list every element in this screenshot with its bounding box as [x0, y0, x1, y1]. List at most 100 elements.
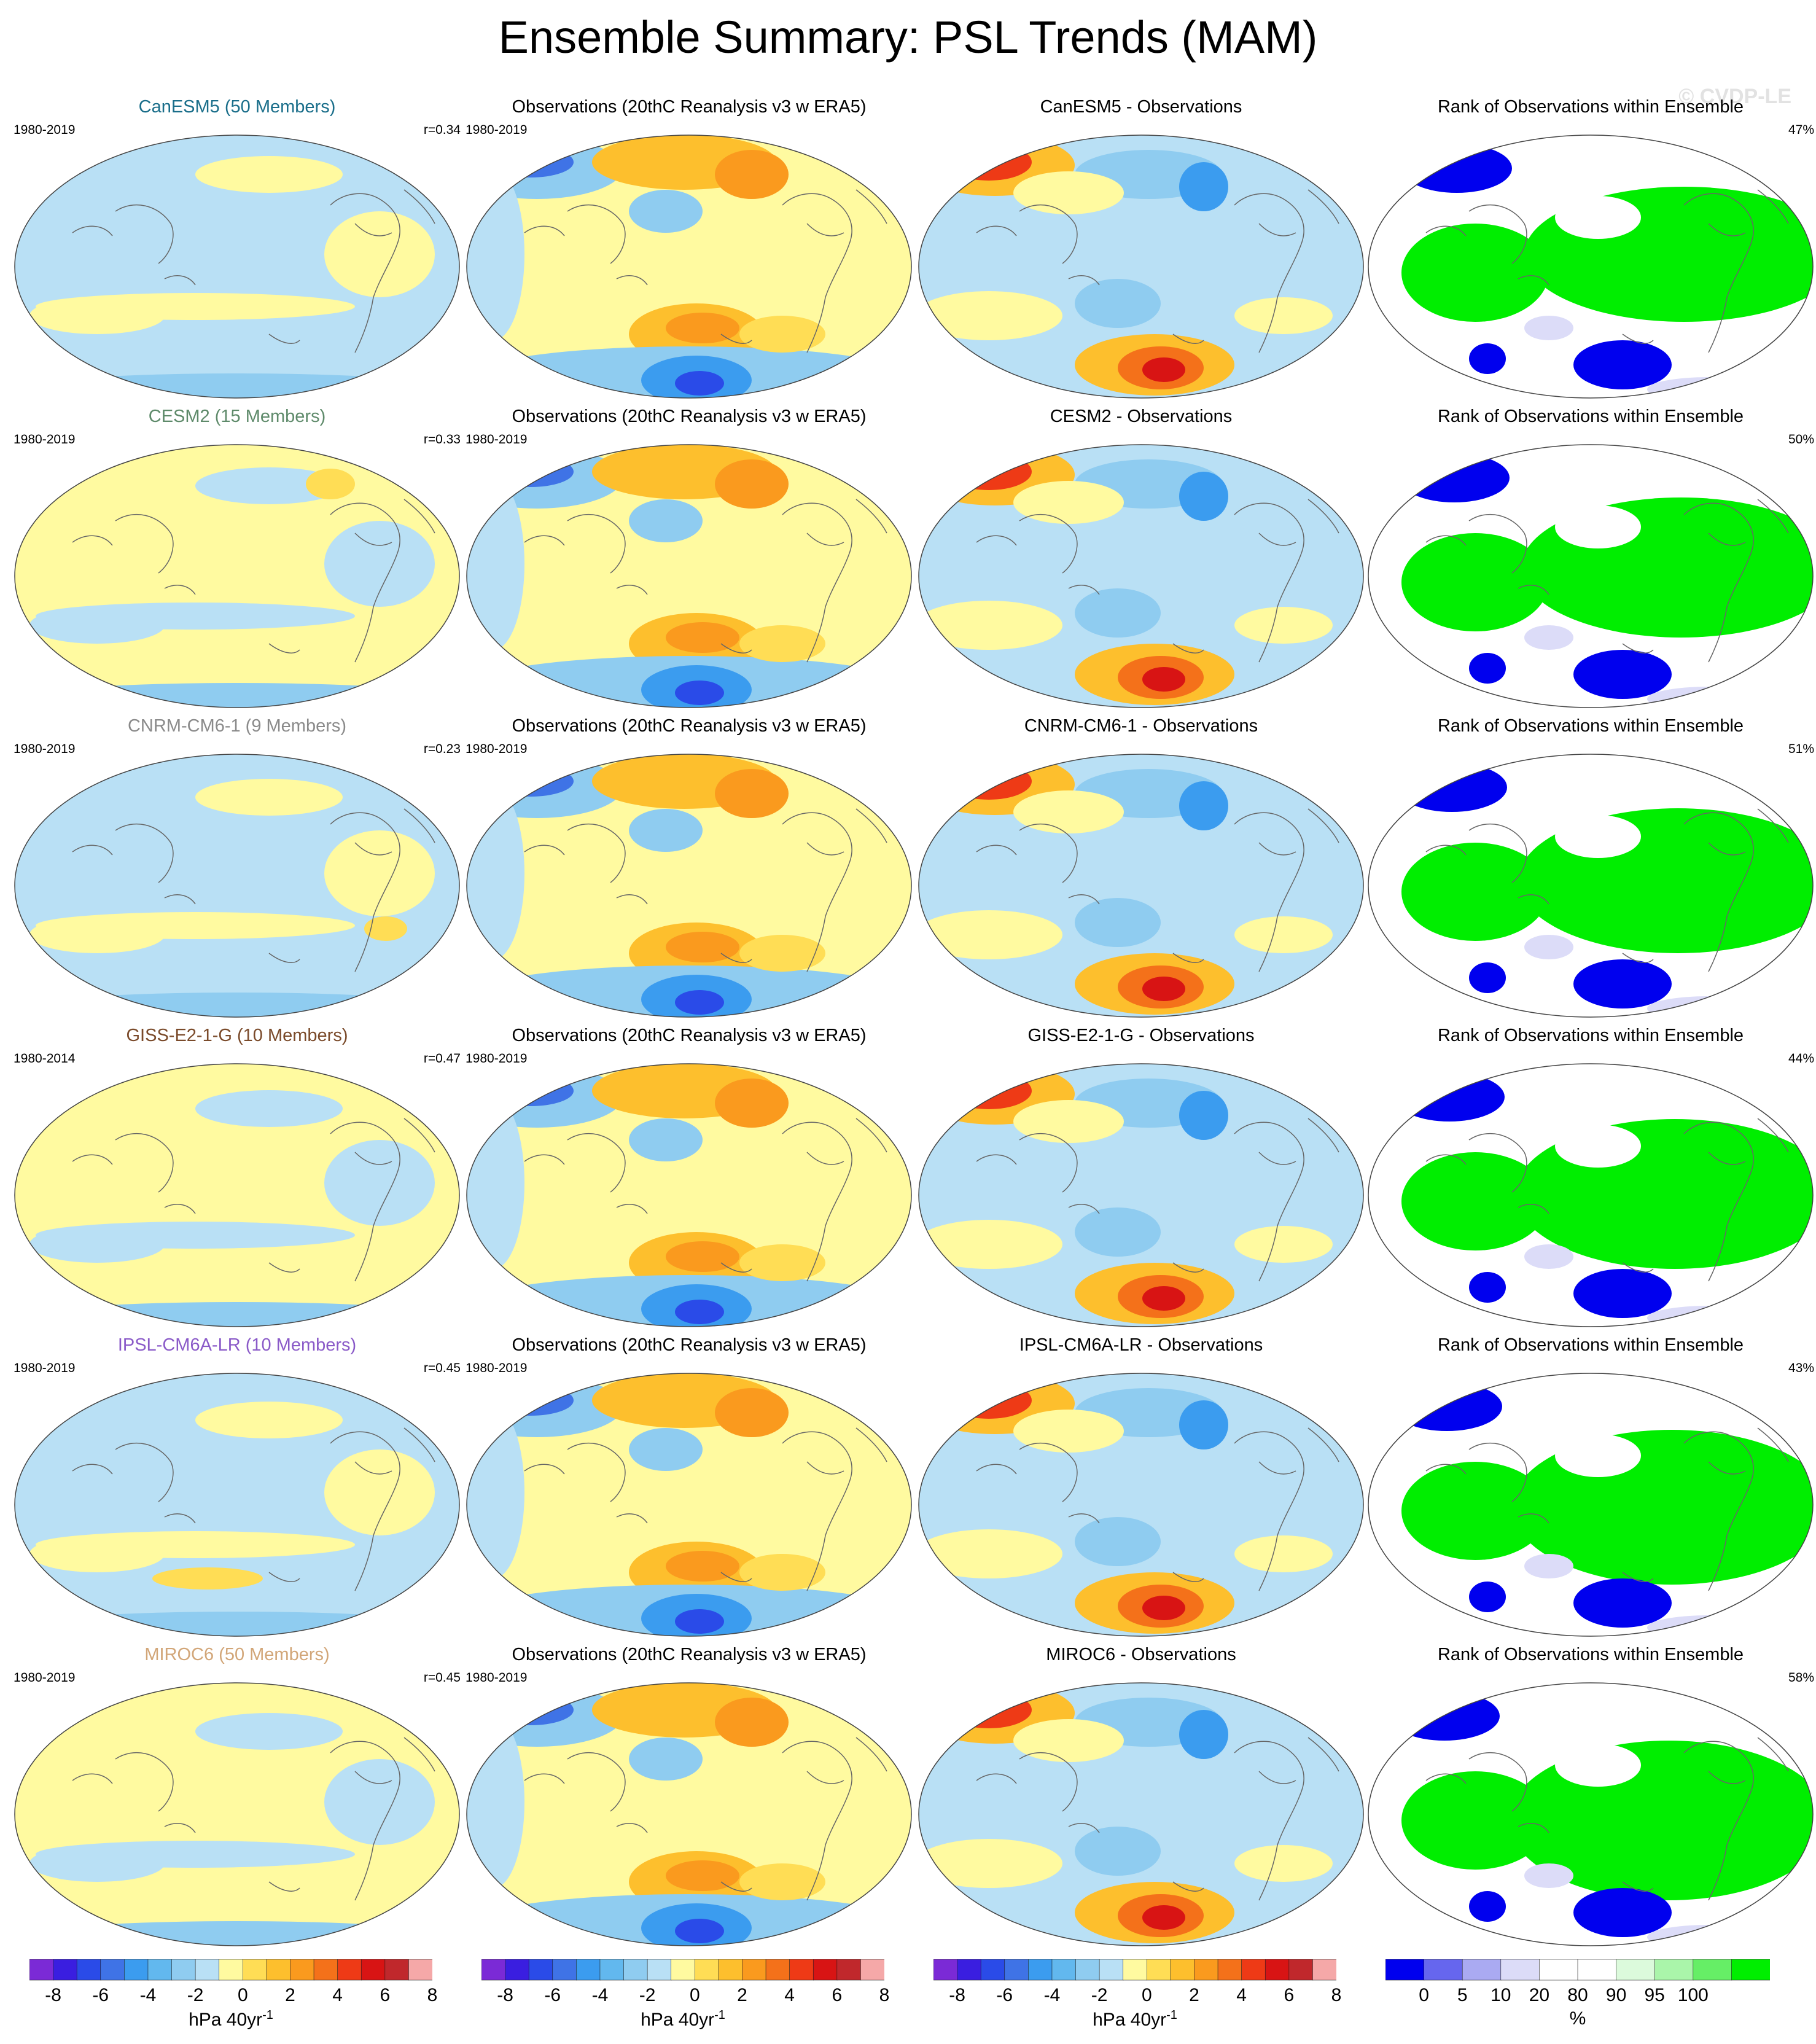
obs-field-blob: [666, 1551, 739, 1582]
coastline-6: [403, 189, 435, 224]
obs-panel-title: Observations (20thC Reanalysis v3 w ERA5…: [512, 407, 867, 426]
obs-field-blob: [739, 625, 825, 662]
obs-panel-row-3: Observations (20thC Reanalysis v3 w ERA5…: [463, 716, 915, 1026]
obs-panel-title: Observations (20thC Reanalysis v3 w ERA5…: [512, 1026, 867, 1045]
diff-map: [915, 751, 1367, 1021]
rank-field-blob: [1524, 1244, 1573, 1269]
rank-percent-label: 58%: [1788, 1671, 1814, 1685]
obs-field-blob: [739, 1244, 825, 1281]
model-field-blob: [16, 1302, 458, 1327]
rank-colorbar-swatch: [1385, 1959, 1425, 1981]
rank-panel-row-5: Rank of Observations within Ensemble 43%: [1365, 1335, 1816, 1645]
model-field-blob: [29, 916, 165, 953]
diff-field-blob: [1142, 1905, 1185, 1930]
trend-colorbar-swatch: [1312, 1959, 1336, 1981]
diff-panel-title: CESM2 - Observations: [1050, 407, 1233, 426]
diff-panel-row-5: IPSL-CM6A-LR - Observations: [915, 1335, 1367, 1645]
trend-colorbar-unit-label: hPa 40yr-1: [641, 2008, 725, 2030]
period-label: 1980-2019: [466, 432, 528, 447]
coastline-0: [1683, 1121, 1754, 1282]
period-label: 1980-2019: [14, 432, 76, 447]
rank-field-blob: [1555, 505, 1641, 548]
trend-colorbar-swatch: [718, 1959, 743, 1981]
coastline-1: [806, 1152, 844, 1165]
model-panel-title: MIROC6 (50 Members): [144, 1645, 330, 1664]
coastline-2: [1468, 1133, 1527, 1193]
globe-outline: [1368, 444, 1814, 708]
model-field-blob: [16, 683, 458, 708]
trend-colorbar-tick-label: -4: [139, 1985, 157, 2005]
rank-field-blob: [1401, 1462, 1549, 1560]
diff-field-blob: [919, 1220, 1062, 1269]
period-label: 1980-2019: [14, 742, 76, 756]
coastline-2: [1019, 1442, 1078, 1502]
coastline-2: [115, 823, 174, 883]
coastline-0: [330, 1431, 400, 1591]
trend-colorbar-tick-label: 2: [285, 1985, 295, 2005]
trend-colorbar-unit-label: hPa 40yr-1: [1093, 2008, 1177, 2030]
diff-panel-row-6: MIROC6 - Observations: [915, 1645, 1367, 1955]
obs-panel-row-6: Observations (20thC Reanalysis v3 w ERA5…: [463, 1645, 915, 1955]
coastline-5: [616, 894, 648, 905]
coastline-4: [1172, 953, 1204, 963]
obs-map: [463, 1060, 915, 1330]
diff-field-blob: [1234, 607, 1333, 644]
coastline-5: [1518, 1513, 1549, 1524]
rank-field-blob: [1524, 1554, 1573, 1578]
diff-field-blob: [1179, 162, 1228, 211]
coastline-1: [1708, 1461, 1746, 1475]
coastline-3: [72, 1464, 113, 1475]
coastline-0: [330, 502, 400, 663]
rank-percent-label: 43%: [1788, 1361, 1814, 1375]
diff-field-blob: [919, 910, 1062, 959]
globe-outline: [466, 754, 912, 1018]
trend-colorbar-swatch: [219, 1959, 244, 1981]
coastline-3: [1425, 1773, 1467, 1784]
coastline-2: [115, 1133, 174, 1193]
globe-outline: [918, 1373, 1364, 1637]
model-field-blob: [152, 1567, 263, 1590]
trend-colorbar-tick-label: 2: [1189, 1985, 1199, 2005]
coastline-6: [1757, 1737, 1789, 1772]
model-field-blob: [324, 1140, 435, 1226]
trend-colorbar-swatch: [481, 1959, 506, 1981]
trend-colorbar-tick-label: -8: [45, 1985, 61, 2005]
trend-colorbar-swatch: [1051, 1959, 1077, 1981]
rank-field-blob: [1573, 650, 1672, 699]
coastline-0: [1683, 193, 1754, 353]
obs-field-blob: [467, 168, 524, 340]
diff-field-blob: [1013, 1719, 1124, 1762]
rank-colorbar-swatch: [1731, 1959, 1770, 1981]
globe-outline: [1368, 135, 1814, 399]
rank-colorbar-swatch: [1462, 1959, 1502, 1981]
obs-map: [463, 131, 915, 402]
diff-field-blob: [1179, 1091, 1228, 1140]
diff-field-blob: [1075, 898, 1161, 947]
trend-colorbar-tick-label: -8: [497, 1985, 513, 2005]
model-field-blob: [364, 916, 407, 941]
rank-panel-title: Rank of Observations within Ensemble: [1437, 1026, 1744, 1045]
rank-field-blob: [1524, 935, 1573, 959]
trend-colorbar-swatch: [528, 1959, 553, 1981]
rank-field-blob: [1647, 1615, 1770, 1636]
rank-colorbar-swatch: [1539, 1959, 1578, 1981]
model-field-blob: [29, 1535, 165, 1572]
rank-field-blob: [1469, 1272, 1506, 1303]
rank-panel-row-1: Rank of Observations within Ensemble 47%: [1365, 97, 1816, 407]
trend-colorbar-swatch: [1217, 1959, 1242, 1981]
diff-field-blob: [1142, 977, 1185, 1001]
model-panel-row-4: GISS-E2-1-G (10 Members) 1980-2014 r=0.47: [11, 1026, 463, 1336]
trend-colorbar-tick-label: 8: [879, 1985, 890, 2005]
diff-field-blob: [1179, 1400, 1228, 1449]
model-field-blob: [29, 1845, 165, 1882]
trend-colorbar-swatch: [836, 1959, 862, 1981]
coastline-6: [855, 1427, 887, 1462]
rank-colorbar-tick-label: 90: [1605, 1985, 1627, 2005]
diff-field-blob: [1075, 1207, 1161, 1257]
trend-colorbar-tick-label: -2: [639, 1985, 656, 2005]
diff-field-blob: [1234, 1226, 1333, 1263]
diff-field-blob: [919, 1839, 1062, 1888]
coastline-3: [524, 535, 565, 546]
obs-field-blob: [715, 459, 789, 509]
trend-colorbar-tick-label: 2: [737, 1985, 747, 2005]
